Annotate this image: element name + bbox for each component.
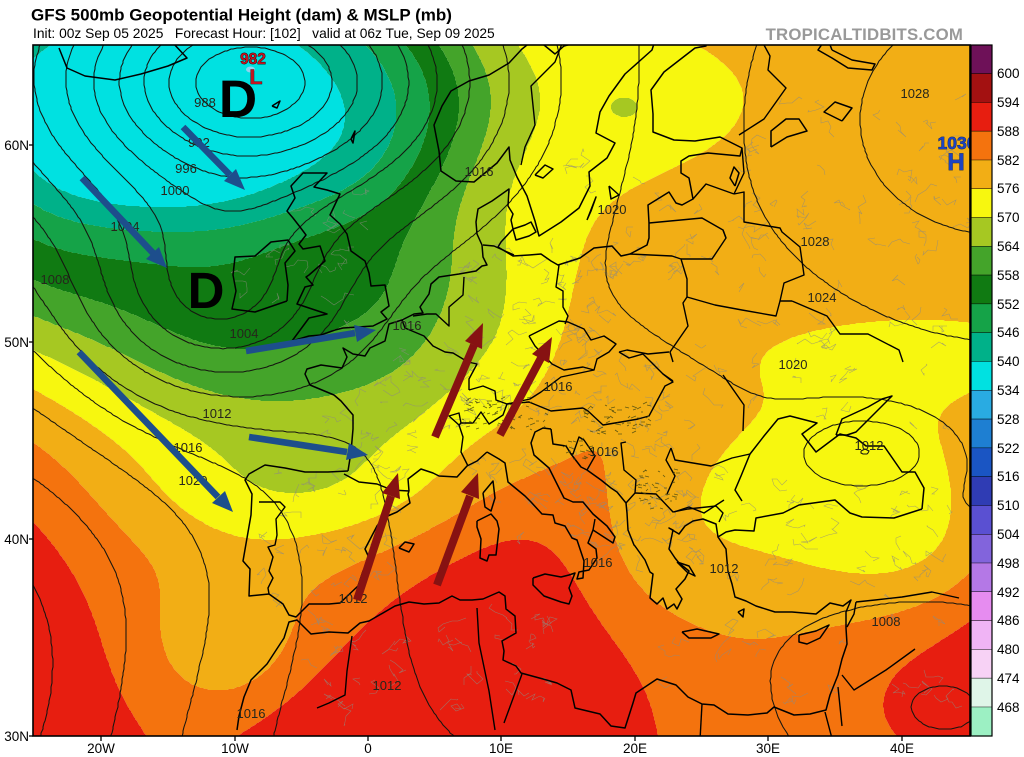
- svg-text:1016: 1016: [590, 444, 619, 459]
- svg-text:600: 600: [997, 66, 1020, 81]
- svg-text:528: 528: [997, 412, 1020, 427]
- svg-text:564: 564: [997, 239, 1020, 254]
- svg-text:30E: 30E: [756, 741, 780, 756]
- svg-text:1004: 1004: [230, 326, 259, 341]
- svg-text:50N: 50N: [4, 335, 29, 350]
- svg-text:546: 546: [997, 325, 1020, 340]
- svg-text:1020: 1020: [779, 357, 808, 372]
- svg-text:0: 0: [364, 741, 372, 756]
- svg-text:510: 510: [997, 498, 1020, 513]
- svg-text:504: 504: [997, 527, 1020, 542]
- svg-text:20W: 20W: [87, 741, 115, 756]
- svg-text:10E: 10E: [489, 741, 513, 756]
- svg-text:1012: 1012: [203, 406, 232, 421]
- svg-text:480: 480: [997, 642, 1020, 657]
- svg-text:582: 582: [997, 153, 1020, 168]
- svg-text:1020: 1020: [598, 202, 627, 217]
- svg-text:996: 996: [175, 161, 197, 176]
- svg-text:1008: 1008: [872, 614, 901, 629]
- svg-text:570: 570: [997, 210, 1020, 225]
- svg-text:988: 988: [194, 95, 216, 110]
- svg-text:1016: 1016: [393, 318, 422, 333]
- svg-text:TROPICALTIDBITS.COM: TROPICALTIDBITS.COM: [766, 25, 963, 44]
- svg-text:522: 522: [997, 441, 1020, 456]
- svg-text:1012: 1012: [710, 561, 739, 576]
- svg-text:40N: 40N: [4, 532, 29, 547]
- svg-text:1000: 1000: [161, 183, 190, 198]
- svg-text:468: 468: [997, 700, 1020, 715]
- svg-text:1012: 1012: [373, 678, 402, 693]
- svg-text:982: 982: [240, 51, 266, 68]
- svg-text:D: D: [219, 70, 257, 129]
- svg-text:1028: 1028: [801, 234, 830, 249]
- svg-text:492: 492: [997, 585, 1020, 600]
- svg-text:534: 534: [997, 383, 1020, 398]
- svg-text:1030: 1030: [938, 133, 977, 153]
- svg-text:H: H: [947, 149, 964, 176]
- svg-text:540: 540: [997, 354, 1020, 369]
- svg-text:1016: 1016: [237, 706, 266, 721]
- svg-text:1024: 1024: [808, 290, 837, 305]
- svg-text:1028: 1028: [901, 86, 930, 101]
- svg-text:486: 486: [997, 613, 1020, 628]
- svg-text:60N: 60N: [4, 138, 29, 153]
- svg-text:10W: 10W: [221, 741, 249, 756]
- svg-text:1016: 1016: [584, 555, 613, 570]
- svg-text:474: 474: [997, 671, 1020, 686]
- svg-text:L: L: [249, 65, 262, 89]
- svg-text:552: 552: [997, 297, 1020, 312]
- svg-text:Init: 00z Sep 05 2025 Foreca: Init: 00z Sep 05 2025 Forecast Hour: [10…: [33, 26, 495, 41]
- svg-text:516: 516: [997, 469, 1020, 484]
- svg-text:588: 588: [997, 124, 1020, 139]
- svg-text:40E: 40E: [890, 741, 914, 756]
- svg-text:30N: 30N: [4, 729, 29, 744]
- svg-text:1008: 1008: [41, 272, 70, 287]
- svg-text:D: D: [188, 262, 225, 319]
- svg-text:1016: 1016: [174, 440, 203, 455]
- svg-text:1016: 1016: [465, 164, 494, 179]
- svg-text:1016: 1016: [544, 379, 573, 394]
- svg-text:594: 594: [997, 95, 1020, 110]
- svg-text:20E: 20E: [623, 741, 647, 756]
- svg-text:GFS 500mb Geopotential Height: GFS 500mb Geopotential Height (dam) & MS…: [31, 6, 452, 25]
- svg-text:576: 576: [997, 181, 1020, 196]
- svg-text:498: 498: [997, 556, 1020, 571]
- svg-text:558: 558: [997, 268, 1020, 283]
- svg-text:1012: 1012: [855, 438, 884, 453]
